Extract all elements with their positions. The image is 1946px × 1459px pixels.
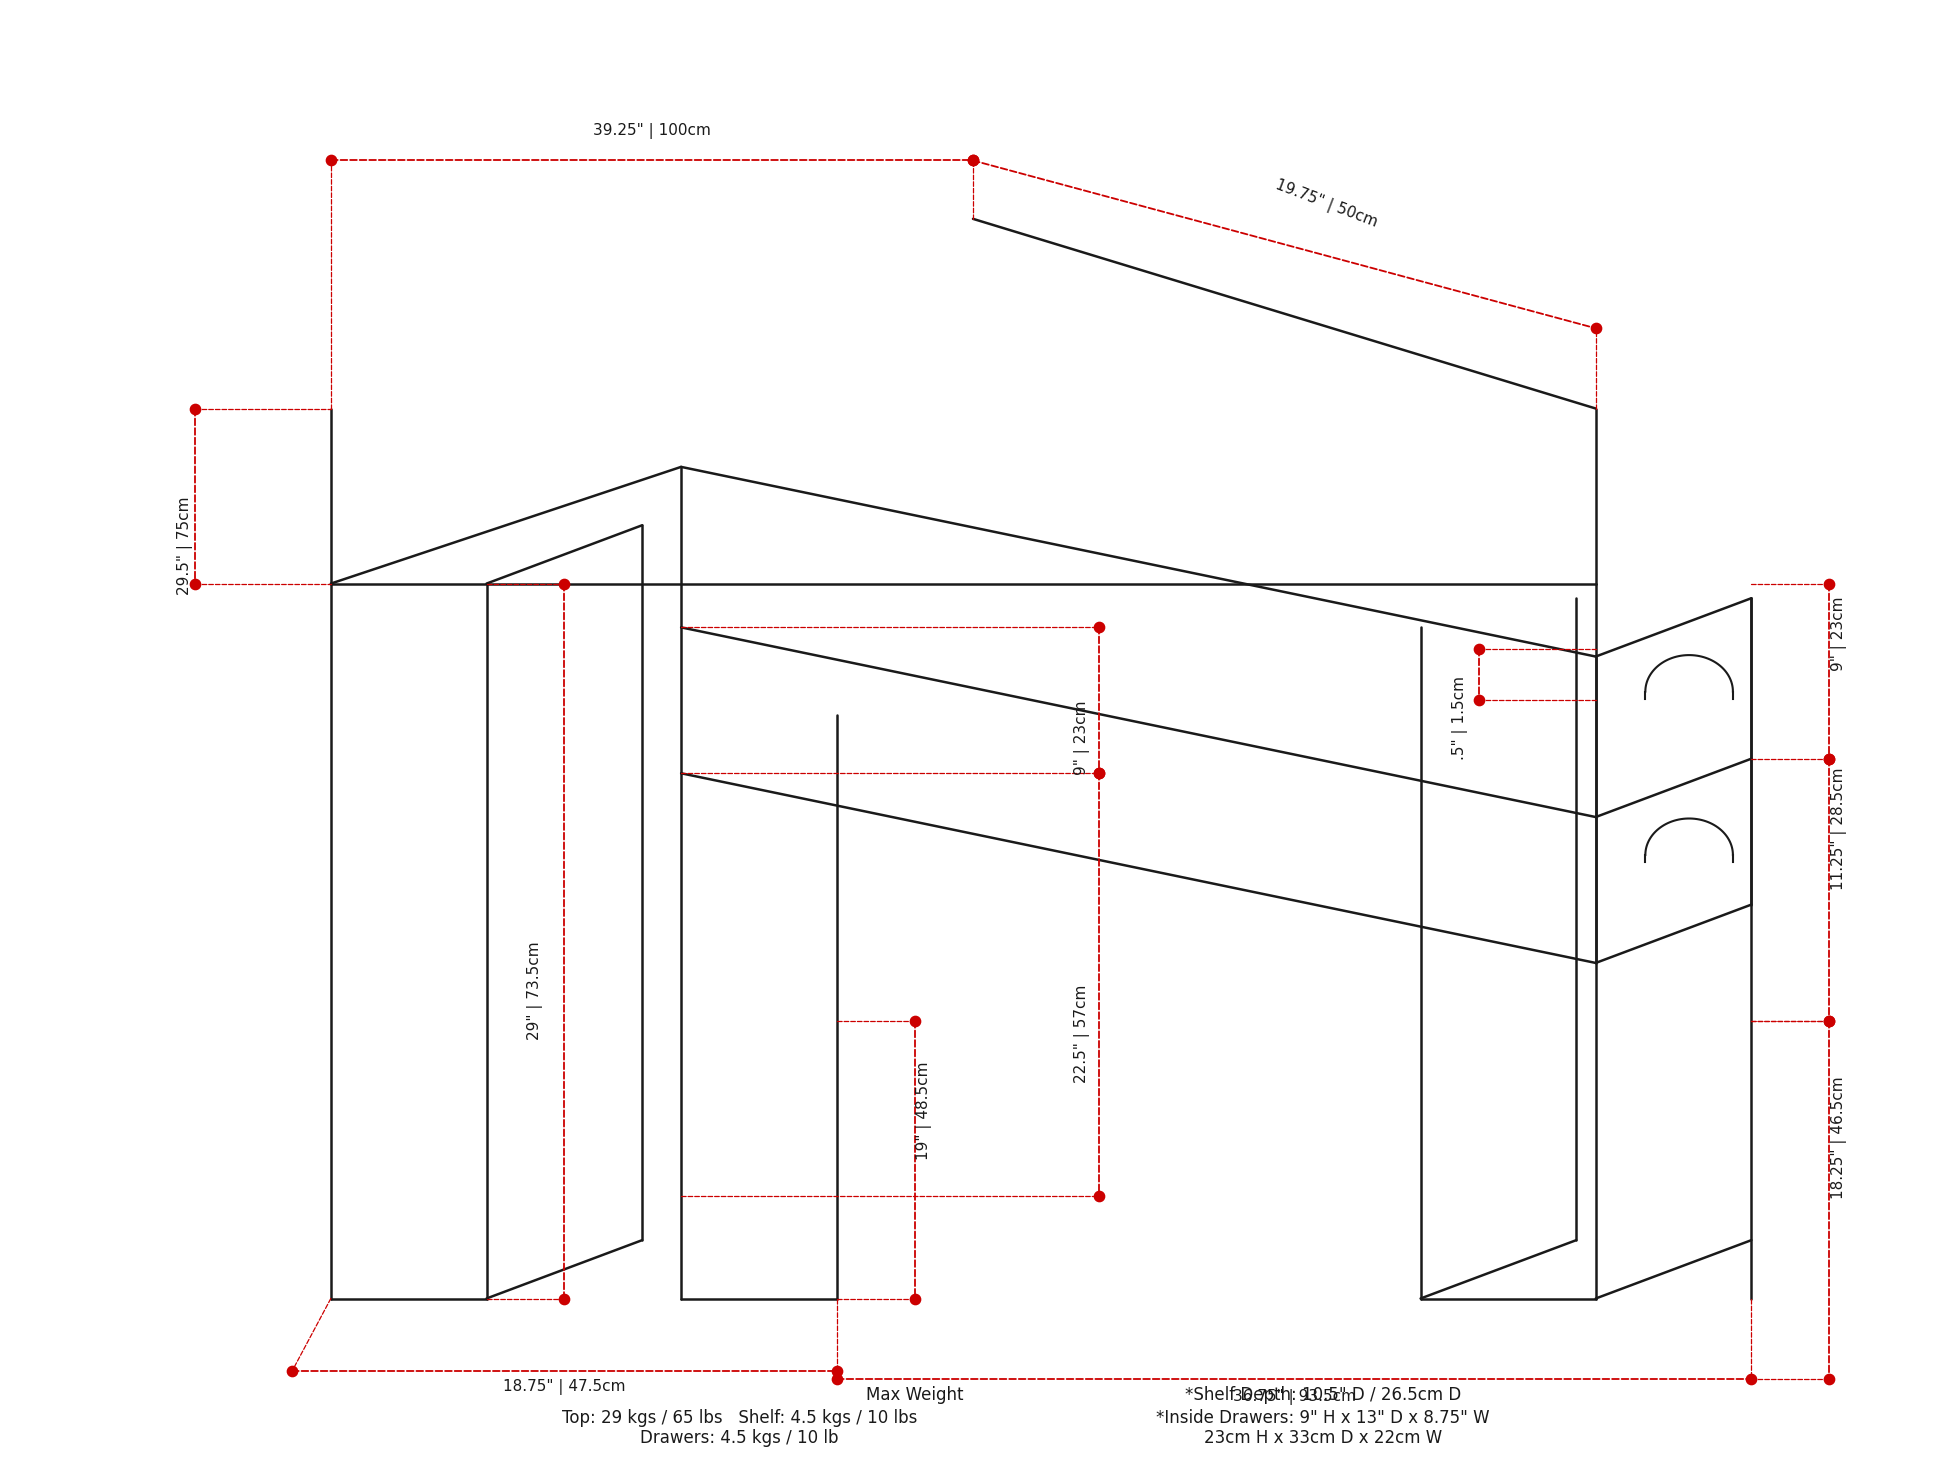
Text: *Shelf Depth: 10.5" D / 26.5cm D: *Shelf Depth: 10.5" D / 26.5cm D [1185,1386,1461,1404]
Text: Top: 29 kgs / 65 lbs   Shelf: 4.5 kgs / 10 lbs: Top: 29 kgs / 65 lbs Shelf: 4.5 kgs / 10… [562,1409,917,1427]
Point [957,149,989,172]
Point [1814,1010,1845,1033]
Point [549,1287,580,1310]
Text: Max Weight: Max Weight [866,1386,963,1404]
Point [1736,1367,1767,1390]
Point [1463,638,1495,661]
Text: .5" | 1.5cm: .5" | 1.5cm [1452,676,1467,760]
Point [1814,1367,1845,1390]
Text: 19.75" | 50cm: 19.75" | 50cm [1273,177,1380,231]
Text: 22.5" | 57cm: 22.5" | 57cm [1074,985,1090,1083]
Text: 9" | 23cm: 9" | 23cm [1831,597,1847,671]
Point [821,1360,852,1383]
Point [1084,1185,1115,1208]
Text: 9" | 23cm: 9" | 23cm [1074,700,1090,775]
Text: 18.75" | 47.5cm: 18.75" | 47.5cm [504,1379,625,1395]
Point [549,572,580,595]
Text: 19" | 48.5cm: 19" | 48.5cm [917,1061,932,1160]
Point [179,572,210,595]
Point [957,149,989,172]
Point [1084,616,1115,639]
Point [899,1287,930,1310]
Text: 36.75" | 93.5cm: 36.75" | 93.5cm [1232,1389,1356,1405]
Point [1814,572,1845,595]
Text: Drawers: 4.5 kgs / 10 lb: Drawers: 4.5 kgs / 10 lb [640,1430,839,1447]
Point [315,149,346,172]
Point [1084,762,1115,785]
Text: 23cm H x 33cm D x 22cm W: 23cm H x 33cm D x 22cm W [1205,1430,1442,1447]
Point [276,1360,307,1383]
Point [179,397,210,420]
Point [821,1367,852,1390]
Point [1580,317,1611,340]
Point [1084,762,1115,785]
Point [1814,747,1845,770]
Text: 29" | 73.5cm: 29" | 73.5cm [527,941,543,1040]
Text: *Inside Drawers: 9" H x 13" D x 8.75" W: *Inside Drawers: 9" H x 13" D x 8.75" W [1156,1409,1491,1427]
Point [1463,689,1495,712]
Point [1814,747,1845,770]
Point [899,1010,930,1033]
Text: 39.25" | 100cm: 39.25" | 100cm [594,123,710,139]
Point [1814,1010,1845,1033]
Text: 18.25" | 46.5cm: 18.25" | 46.5cm [1831,1077,1847,1199]
Text: 11.25" | 28.5cm: 11.25" | 28.5cm [1831,767,1847,890]
Text: 29.5" | 75cm: 29.5" | 75cm [177,496,193,595]
